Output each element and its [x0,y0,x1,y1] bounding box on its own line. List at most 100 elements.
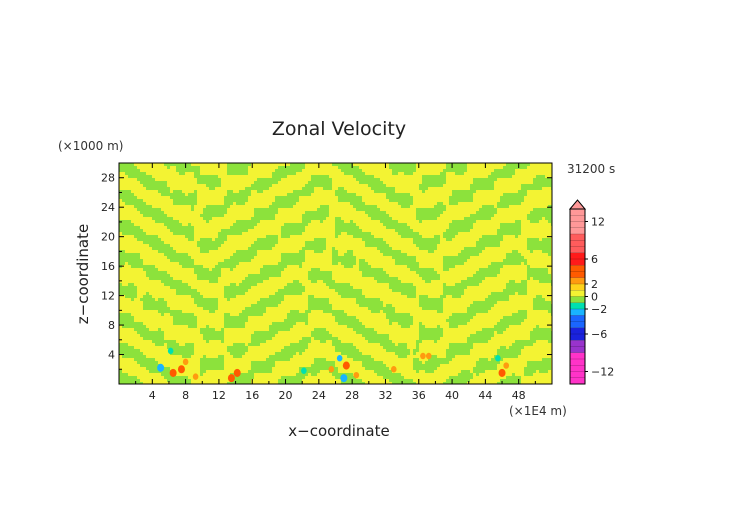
field-band [239,313,263,316]
field-band [362,361,383,364]
field-band [170,259,194,262]
field-band [254,208,278,211]
field-band [383,346,407,349]
x-tick-label: 20 [279,389,293,402]
field-band [182,265,203,268]
field-band [323,280,335,283]
field-band [302,337,311,340]
field-band [431,355,437,358]
field-band [386,316,413,319]
field-band [371,187,395,190]
field-band [314,238,326,241]
colorbar-level [570,340,585,353]
field-band [359,259,365,262]
field-band [527,364,551,367]
field-band [470,304,494,307]
field-band [281,376,305,379]
field-band [137,208,161,211]
field-band [479,358,488,361]
field-band [512,313,527,316]
field-band [119,349,140,352]
field-band [524,370,536,373]
field-band [251,244,275,247]
field-band [320,340,326,343]
field-band [422,175,446,178]
anomaly-blob [233,368,241,377]
field-band [497,205,509,208]
field-band [341,382,365,384]
colorbar-tick-label: −12 [591,366,614,379]
field-band [308,304,332,307]
field-band [332,247,335,250]
field-band [527,277,530,280]
field-band [506,163,530,166]
y-tick-label: 8 [108,319,115,332]
field-band [119,166,137,169]
field-band [446,319,470,322]
colorbar-tick-label: 2 [591,278,598,291]
field-band [305,322,308,325]
field-band [389,319,413,322]
field-band [542,238,551,241]
field-band [326,283,350,286]
field-band [164,376,188,379]
colorbar-tick-label: −2 [591,303,607,316]
field-band [119,379,140,382]
field-band [206,220,209,223]
field-band [251,367,272,370]
colorbar-level [570,309,585,316]
field-band [251,184,272,187]
field-band [278,379,302,382]
field-band [533,307,552,310]
field-band [137,178,155,181]
field-band [548,340,552,343]
field-band [548,253,551,256]
field-band [311,331,329,334]
field-band [170,382,191,384]
field-band [119,193,134,196]
field-band [449,376,473,379]
field-band [452,193,473,196]
field-band [497,331,503,334]
field-band [533,298,545,301]
field-band [500,379,521,382]
field-band [398,355,407,358]
field-band [194,298,218,301]
field-band [449,223,473,226]
field-band [416,217,437,220]
field-band [443,256,470,259]
field-band [428,358,452,361]
field-band [281,253,305,256]
field-band [284,346,308,349]
field-band [443,289,464,292]
field-band [161,313,164,316]
field-band [395,262,419,265]
field-band [251,361,275,364]
colorbar-level [570,290,585,297]
colorbar-tick-label: 6 [591,253,598,266]
field-band [464,217,491,220]
field-band [470,187,494,190]
field-band [443,283,446,286]
field-band [233,343,245,346]
field-band [392,169,416,172]
field-band [491,172,515,175]
field-band [437,202,443,205]
field-band [341,379,362,382]
field-band [530,334,552,337]
field-band [377,247,392,250]
field-band [119,259,143,262]
field-band [251,364,275,367]
field-band [527,268,548,271]
field-band [146,274,170,277]
field-band [203,217,212,220]
field-band [215,265,236,268]
field-band [515,220,521,223]
field-band [419,328,443,331]
field-band [125,202,146,205]
field-band [197,277,218,280]
field-band [548,205,552,208]
field-band [143,301,167,304]
anomaly-blob [498,368,506,377]
field-band [149,244,170,247]
